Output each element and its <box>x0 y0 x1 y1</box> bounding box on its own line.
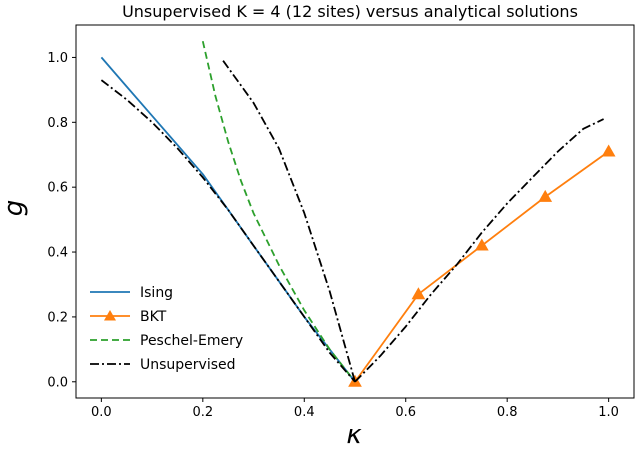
chart-title: Unsupervised K = 4 (12 sites) versus ana… <box>122 2 578 21</box>
data-point-bkt <box>411 287 426 300</box>
data-point-bkt <box>538 189 553 202</box>
y-tick-label: 0.2 <box>47 310 68 325</box>
x-tick-label: 1.0 <box>598 405 619 420</box>
legend-label-bkt: BKT <box>140 309 167 325</box>
x-axis-label: κ <box>346 420 362 450</box>
data-point-bkt <box>601 144 616 157</box>
data-point-bkt <box>474 238 489 251</box>
legend-marker-bkt <box>104 310 116 321</box>
legend-label-unsupervised: Unsupervised <box>140 357 236 373</box>
x-tick-label: 0.6 <box>395 405 416 420</box>
x-tick-label: 0.4 <box>294 405 315 420</box>
plot-area: 0.0 0.2 0.4 0.6 0.8 1.0 0.0 0.2 0.4 0.6 0.8 1.0 <box>47 24 635 420</box>
x-tick-label: 0.2 <box>192 405 213 420</box>
y-axis-label: g <box>0 200 29 217</box>
series-line-bkt <box>354 150 610 383</box>
y-tick-label: 0.0 <box>47 375 68 390</box>
x-tick-label: 0.0 <box>91 405 112 420</box>
x-tick-label: 0.8 <box>497 405 518 420</box>
y-tick-label: 0.6 <box>47 181 68 196</box>
legend-label-ising: Ising <box>140 285 173 301</box>
legend: Ising BKT Peschel-Emery Unsupervised <box>90 285 243 373</box>
series-line-unsupervised <box>100 60 604 383</box>
plot-frame <box>75 24 635 399</box>
y-tick-label: 0.4 <box>47 246 68 261</box>
y-tick-label: 1.0 <box>47 51 68 66</box>
legend-label-peschel-emery: Peschel-Emery <box>140 333 243 349</box>
y-tick-label: 0.8 <box>47 116 68 131</box>
series-line-peschel-emery <box>201 40 356 383</box>
